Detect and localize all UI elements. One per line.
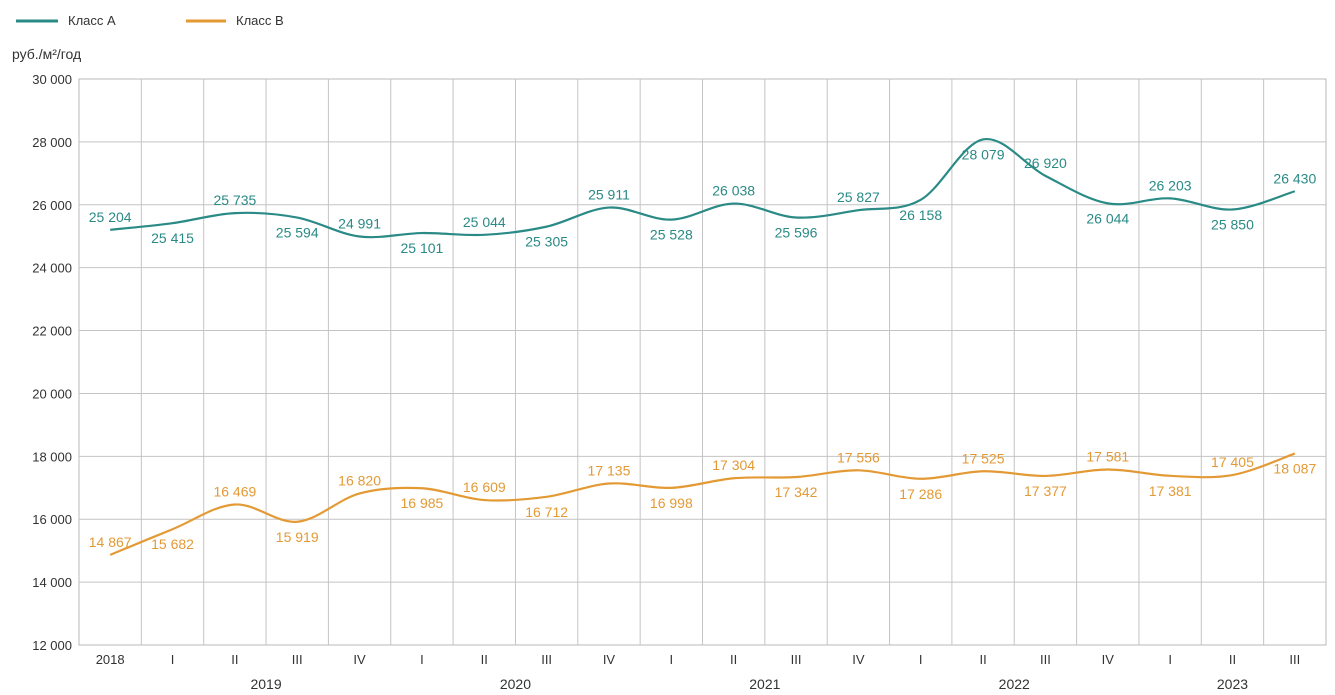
- year-label: 2019: [250, 676, 281, 692]
- data-label: 15 682: [151, 536, 194, 552]
- data-label: 26 203: [1149, 177, 1192, 193]
- y-tick-label: 20 000: [32, 386, 72, 401]
- x-tick-label: I: [171, 652, 175, 667]
- series-lines: [109, 138, 1296, 556]
- data-label: 26 044: [1086, 210, 1129, 226]
- data-label: 17 581: [1086, 449, 1129, 465]
- x-tick-label: I: [670, 652, 674, 667]
- data-label: 26 158: [899, 207, 942, 223]
- x-tick-label: III: [1040, 652, 1051, 667]
- data-label: 17 556: [837, 449, 880, 465]
- y-axis-ticks: 12 000 14 000 16 000 18 000 20 000 22 000 24 0…: [32, 72, 72, 653]
- x-tick-label: I: [919, 652, 923, 667]
- x-tick-label: IV: [852, 652, 865, 667]
- x-tick-label: IV: [353, 652, 366, 667]
- data-labels: 25 204 25 415 25 735 25 594 24 991 25 101 25 0…: [89, 146, 1317, 552]
- x-tick-label: II: [231, 652, 238, 667]
- x-tick-label: I: [1168, 652, 1172, 667]
- legend-label-class-a: Класс А: [68, 13, 116, 28]
- series-line-class-b: [109, 452, 1296, 556]
- legend-item-class-b: Класс В: [186, 13, 284, 28]
- data-label: 25 850: [1211, 216, 1254, 232]
- x-tick-label: II: [1229, 652, 1236, 667]
- legend-label-class-b: Класс В: [236, 13, 284, 28]
- data-label: 24 991: [338, 216, 381, 232]
- x-tick-label: I: [420, 652, 424, 667]
- x-tick-label: II: [730, 652, 737, 667]
- y-tick-label: 18 000: [32, 449, 72, 464]
- x-tick-label: III: [541, 652, 552, 667]
- data-label: 17 377: [1024, 483, 1067, 499]
- data-label: 25 101: [401, 240, 444, 256]
- x-tick-label: III: [1289, 652, 1300, 667]
- x-tick-label: III: [292, 652, 303, 667]
- data-label: 17 286: [899, 486, 942, 502]
- data-label: 17 381: [1149, 483, 1192, 499]
- y-tick-label: 28 000: [32, 135, 72, 150]
- data-label: 25 204: [89, 209, 132, 225]
- data-label: 25 911: [588, 187, 630, 203]
- data-label: 16 820: [338, 472, 381, 488]
- series-line-class-a: [110, 138, 1296, 239]
- year-label: 2023: [1217, 676, 1248, 692]
- data-label: 16 985: [401, 495, 444, 511]
- data-label: 26 038: [712, 183, 755, 199]
- data-label: 17 304: [712, 457, 755, 473]
- data-label: 16 469: [213, 483, 256, 499]
- legend: Класс А Класс В: [16, 13, 284, 28]
- data-label: 15 919: [276, 529, 319, 545]
- data-label: 26 430: [1273, 170, 1316, 186]
- data-label: 16 609: [463, 479, 506, 495]
- x-tick-label: IV: [1102, 652, 1115, 667]
- data-label: 16 712: [525, 504, 568, 520]
- data-label: 17 525: [962, 450, 1005, 466]
- data-label: 28 079: [962, 146, 1005, 162]
- x-tick-label: IV: [603, 652, 616, 667]
- year-label: 2021: [749, 676, 780, 692]
- data-label: 17 405: [1211, 454, 1254, 470]
- data-label: 26 920: [1024, 155, 1067, 171]
- x-axis-ticks: 2018 I II III IV I II III IV I II III IV I II III IV I II I…: [96, 652, 1301, 667]
- x-tick-label: II: [481, 652, 488, 667]
- y-tick-label: 16 000: [32, 512, 72, 527]
- y-tick-label: 12 000: [32, 638, 72, 653]
- x-tick-label: II: [979, 652, 986, 667]
- data-label: 16 998: [650, 495, 693, 511]
- x-tick-label: III: [791, 652, 802, 667]
- data-label: 25 305: [525, 234, 568, 250]
- data-label: 25 596: [775, 224, 818, 240]
- x-axis-year-labels: 2019 2020 2021 2022 2023: [250, 676, 1248, 692]
- data-label: 25 528: [650, 227, 693, 243]
- data-label: 17 342: [775, 484, 818, 500]
- data-label: 25 735: [213, 192, 256, 208]
- y-tick-label: 30 000: [32, 72, 72, 87]
- y-tick-label: 26 000: [32, 198, 72, 213]
- y-tick-label: 14 000: [32, 575, 72, 590]
- x-tick-label: 2018: [96, 652, 125, 667]
- data-label: 18 087: [1273, 461, 1316, 477]
- y-tick-label: 24 000: [32, 261, 72, 276]
- data-label: 14 867: [89, 534, 132, 550]
- y-tick-label: 22 000: [32, 324, 72, 339]
- year-label: 2022: [999, 676, 1030, 692]
- data-label: 25 044: [463, 214, 506, 230]
- data-label: 17 135: [588, 463, 631, 479]
- data-label: 25 415: [151, 230, 194, 246]
- y-axis-unit-label: руб./м²/год: [12, 46, 81, 62]
- legend-item-class-a: Класс А: [16, 13, 116, 28]
- grid: [78, 78, 1327, 646]
- data-label: 25 594: [276, 225, 319, 241]
- year-label: 2020: [500, 676, 531, 692]
- data-label: 25 827: [837, 189, 880, 205]
